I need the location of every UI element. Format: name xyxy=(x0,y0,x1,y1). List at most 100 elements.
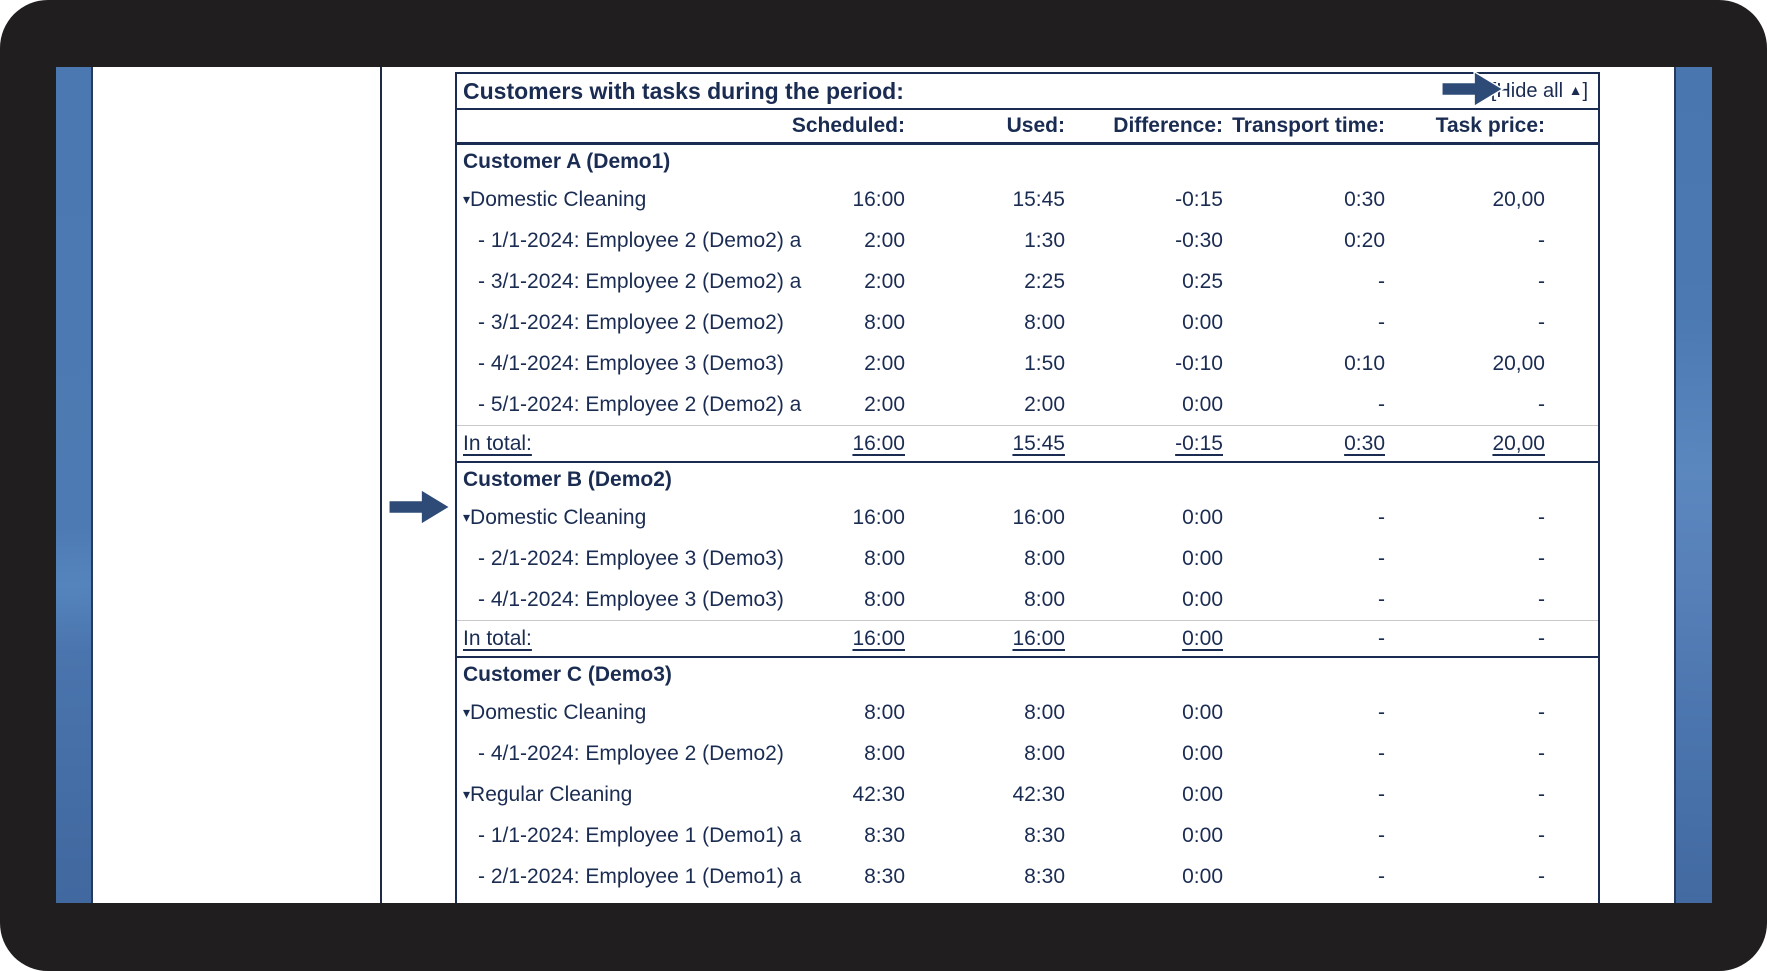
in-total-label: In total: xyxy=(463,431,532,455)
hide-all-link[interactable]: [Hide all ▲] xyxy=(1490,79,1588,102)
cell-task-price: - xyxy=(1538,864,1545,888)
cell-scheduled: 8:00 xyxy=(864,741,905,765)
task-detail-cell: - 1/1-2024: Employee 1 (Demo1) a xyxy=(457,824,801,848)
task-detail-row: - 3/1-2024: Employee 2 (Demo2) 8:00 8:00 0:… xyxy=(457,302,1598,343)
cell-used: 15:45 xyxy=(1012,431,1065,455)
task-detail-label: - 4/1-2024: Employee 3 (Demo3) xyxy=(478,587,784,611)
cell-difference: -0:15 xyxy=(1175,431,1223,455)
customer-section: Customer B (Demo2) ▾Domestic Cleaning 16:0… xyxy=(457,463,1598,658)
task-detail-row: - 1/1-2024: Employee 1 (Demo1) a 8:30 8:30… xyxy=(457,815,1598,856)
cell-scheduled: 16:00 xyxy=(852,187,905,211)
task-group-row: ▾Domestic Cleaning 16:00 15:45 -0:15 0:30 20,… xyxy=(457,179,1598,220)
task-group-row: ▾Domestic Cleaning 8:00 8:00 0:00 - - xyxy=(457,692,1598,733)
cell-transport-time: - xyxy=(1378,546,1385,570)
task-detail-cell: - 1/1-2024: Employee 2 (Demo2) a xyxy=(457,229,801,253)
header-transport-time: Transport time: xyxy=(1232,114,1385,137)
cell-difference: 0:00 xyxy=(1182,700,1223,724)
in-total-row: In total: 16:00 16:00 0:00 - - xyxy=(457,620,1598,656)
cell-task-price: - xyxy=(1538,269,1545,293)
task-detail-row: - 1/1-2024: Employee 2 (Demo2) a 2:00 1:30… xyxy=(457,220,1598,261)
customer-name: Customer A (Demo1) xyxy=(463,150,671,173)
cell-used: 8:00 xyxy=(1024,700,1065,724)
cell-used: 16:00 xyxy=(1012,626,1065,650)
expand-down-triangle-icon[interactable]: ▾ xyxy=(463,785,471,802)
cell-scheduled: 2:00 xyxy=(864,269,905,293)
customer-sections: Customer A (Demo1) ▾Domestic Cleaning 16:0… xyxy=(457,145,1598,897)
cell-transport-time: - xyxy=(1378,587,1385,611)
cell-used: 1:50 xyxy=(1024,351,1065,375)
left-blue-sidebar xyxy=(56,67,93,903)
cell-scheduled: 8:00 xyxy=(864,546,905,570)
task-detail-row: - 2/1-2024: Employee 3 (Demo3) 8:00 8:00 0:… xyxy=(457,538,1598,579)
cell-task-price: - xyxy=(1538,310,1545,334)
cell-used: 16:00 xyxy=(1012,505,1065,529)
task-group-cell: ▾Regular Cleaning xyxy=(457,783,745,807)
cell-used: 2:00 xyxy=(1024,392,1065,416)
cell-transport-time: 0:30 xyxy=(1344,187,1385,211)
cell-transport-time: - xyxy=(1378,823,1385,847)
task-detail-cell: - 4/1-2024: Employee 3 (Demo3) xyxy=(457,588,784,612)
cell-used: 8:00 xyxy=(1024,310,1065,334)
task-detail-row: - 4/1-2024: Employee 2 (Demo2) 8:00 8:00 0:… xyxy=(457,733,1598,774)
cell-difference: 0:00 xyxy=(1182,310,1223,334)
cell-difference: 0:00 xyxy=(1182,782,1223,806)
cell-task-price: - xyxy=(1538,626,1545,650)
task-detail-cell: - 3/1-2024: Employee 2 (Demo2) a xyxy=(457,270,801,294)
task-detail-row: - 4/1-2024: Employee 3 (Demo3) 2:00 1:50 -0… xyxy=(457,343,1598,384)
cell-task-price: - xyxy=(1538,741,1545,765)
cell-task-price: 20,00 xyxy=(1492,187,1545,211)
collapse-up-triangle-icon: ▲ xyxy=(1568,81,1583,98)
pointer-arrow-hide-all-icon xyxy=(1438,70,1506,108)
cell-transport-time: 0:10 xyxy=(1344,351,1385,375)
cell-difference: 0:00 xyxy=(1182,823,1223,847)
cell-difference: 0:00 xyxy=(1182,587,1223,611)
cell-task-price: 20,00 xyxy=(1492,431,1545,455)
cell-difference: -0:10 xyxy=(1175,351,1223,375)
cell-task-price: - xyxy=(1538,700,1545,724)
cell-used: 15:45 xyxy=(1012,187,1065,211)
customer-section: Customer C (Demo3) ▾Domestic Cleaning 8:00… xyxy=(457,658,1598,897)
header-scheduled: Scheduled: xyxy=(791,114,905,137)
task-detail-row: - 4/1-2024: Employee 3 (Demo3) 8:00 8:00 0:… xyxy=(457,579,1598,620)
expand-down-triangle-icon[interactable]: ▾ xyxy=(463,190,471,207)
app-screen: Customers with tasks during the period: … xyxy=(56,67,1712,903)
task-detail-cell: - 3/1-2024: Employee 2 (Demo2) xyxy=(457,311,784,335)
content-divider-line xyxy=(380,67,382,903)
task-detail-row: - 3/1-2024: Employee 2 (Demo2) a 2:00 2:25… xyxy=(457,261,1598,302)
task-detail-label: - 3/1-2024: Employee 2 (Demo2) a xyxy=(478,269,802,293)
task-detail-label: - 1/1-2024: Employee 1 (Demo1) a xyxy=(478,823,802,847)
expand-down-triangle-icon[interactable]: ▾ xyxy=(463,508,471,525)
cell-used: 8:00 xyxy=(1024,546,1065,570)
pointer-arrow-customer-b-icon xyxy=(385,488,453,526)
task-detail-label: - 4/1-2024: Employee 3 (Demo3) xyxy=(478,351,784,375)
cell-transport-time: - xyxy=(1378,864,1385,888)
cell-scheduled: 8:30 xyxy=(864,864,905,888)
expand-down-triangle-icon[interactable]: ▾ xyxy=(463,703,471,720)
cell-difference: 0:00 xyxy=(1182,505,1223,529)
customer-name-row: Customer C (Demo3) xyxy=(457,658,1598,692)
cell-task-price: 20,00 xyxy=(1492,351,1545,375)
task-group-label[interactable]: Domestic Cleaning xyxy=(470,187,647,211)
right-blue-sidebar xyxy=(1674,67,1712,903)
cell-used: 8:30 xyxy=(1024,823,1065,847)
task-group-label[interactable]: Domestic Cleaning xyxy=(470,505,647,529)
customer-name-row: Customer A (Demo1) xyxy=(457,145,1598,179)
cell-task-price: - xyxy=(1538,392,1545,416)
cell-transport-time: - xyxy=(1378,392,1385,416)
cell-used: 2:25 xyxy=(1024,269,1065,293)
header-used: Used: xyxy=(1006,114,1065,137)
task-detail-cell: - 2/1-2024: Employee 3 (Demo3) xyxy=(457,547,784,571)
task-detail-cell: - 2/1-2024: Employee 1 (Demo1) a xyxy=(457,865,801,889)
task-group-cell: ▾Domestic Cleaning xyxy=(457,188,745,212)
task-detail-label: - 1/1-2024: Employee 2 (Demo2) a xyxy=(478,228,802,252)
cell-task-price: - xyxy=(1538,546,1545,570)
task-group-label[interactable]: Regular Cleaning xyxy=(470,782,633,806)
task-detail-label: - 2/1-2024: Employee 3 (Demo3) xyxy=(478,546,784,570)
cell-transport-time: 0:30 xyxy=(1344,431,1385,455)
cell-transport-time: - xyxy=(1378,505,1385,529)
task-group-label[interactable]: Domestic Cleaning xyxy=(470,700,647,724)
in-total-label: In total: xyxy=(463,626,532,650)
cell-task-price: - xyxy=(1538,782,1545,806)
cell-difference: 0:00 xyxy=(1182,626,1223,650)
